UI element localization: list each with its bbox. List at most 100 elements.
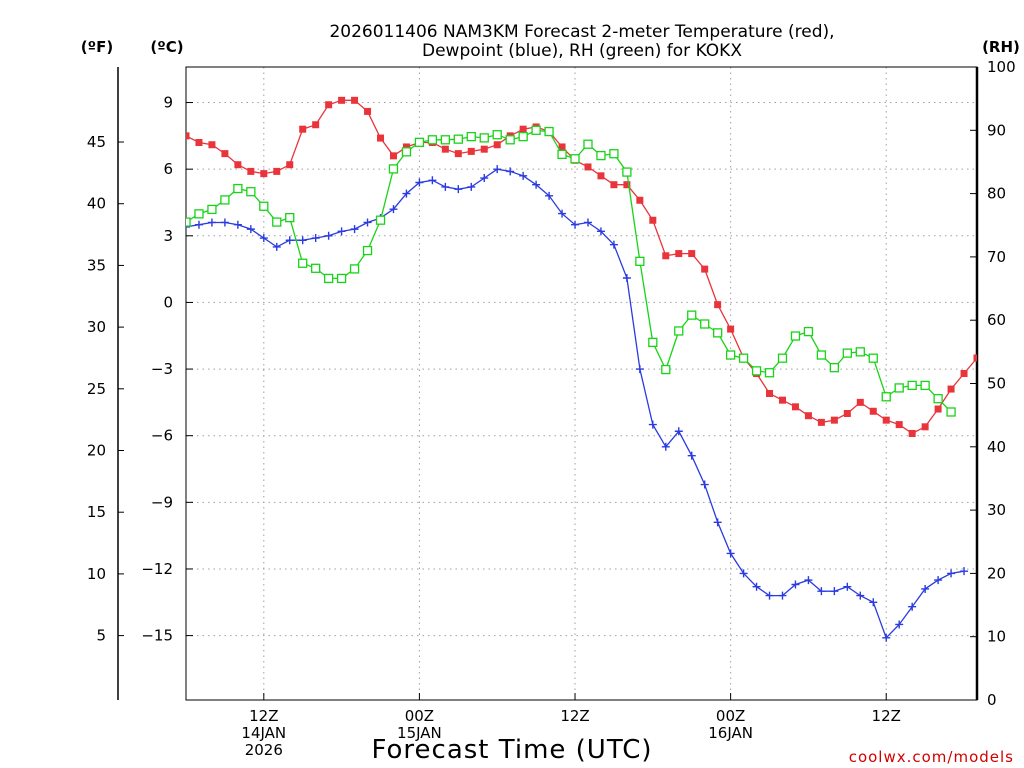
dewpoint-point bbox=[493, 165, 502, 174]
dewpoint-point bbox=[428, 176, 437, 185]
rh-tick-label: 40 bbox=[987, 438, 1006, 456]
dewpoint-point bbox=[402, 189, 411, 198]
dewpoint-point bbox=[726, 549, 735, 558]
x-tick-label: 16JAN bbox=[708, 724, 753, 742]
dewpoint-point bbox=[194, 220, 203, 229]
celsius-tick-label: 6 bbox=[163, 160, 173, 178]
rh-tick-label: 60 bbox=[987, 311, 1006, 329]
temperature-point bbox=[623, 181, 631, 189]
rh-point bbox=[557, 149, 567, 160]
rh-point bbox=[388, 164, 399, 174]
temperature-point bbox=[675, 250, 683, 258]
rh-point bbox=[648, 337, 658, 348]
temperature-point bbox=[597, 172, 605, 180]
celsius-tick-label: 9 bbox=[163, 94, 173, 112]
temperature-point bbox=[186, 132, 190, 140]
temperature-point bbox=[701, 265, 709, 273]
dewpoint-point bbox=[713, 518, 722, 527]
rh-point bbox=[674, 326, 684, 336]
temperature-point bbox=[947, 385, 955, 393]
rh-point bbox=[336, 273, 347, 284]
rh-tick-label: 100 bbox=[987, 58, 1016, 76]
rh-point bbox=[687, 310, 697, 320]
dewpoint-point bbox=[545, 191, 554, 200]
dewpoint-point bbox=[869, 598, 878, 607]
x-axis-label: Forecast Time (UTC) bbox=[371, 735, 652, 765]
rh-point bbox=[298, 258, 308, 268]
rh-point bbox=[518, 131, 528, 142]
temperature-point bbox=[351, 96, 359, 104]
celsius-tick-label: −15 bbox=[141, 627, 173, 645]
rh-point bbox=[946, 407, 956, 417]
rh-point bbox=[285, 213, 295, 223]
plot-frame bbox=[185, 66, 978, 701]
rh-tick-label: 80 bbox=[987, 185, 1006, 203]
temperature-point bbox=[960, 370, 968, 378]
dewpoint-point bbox=[921, 584, 930, 593]
dewpoint-point bbox=[596, 227, 605, 236]
series-dewpoint bbox=[186, 165, 969, 642]
fahrenheit-tick-label: 20 bbox=[87, 442, 106, 460]
rh-point bbox=[803, 326, 814, 337]
rh-point bbox=[440, 135, 450, 145]
dewpoint-point bbox=[843, 582, 852, 591]
celsius-unit-label: (ºC) bbox=[150, 38, 183, 56]
temperature-point bbox=[610, 181, 618, 189]
rh-tick-label: 50 bbox=[987, 375, 1006, 393]
dewpoint-point bbox=[207, 218, 216, 227]
temperature-point bbox=[325, 101, 333, 109]
rh-point bbox=[881, 392, 891, 402]
temperature-point bbox=[389, 152, 397, 160]
rh-point bbox=[790, 331, 801, 341]
rh-tick-label: 0 bbox=[987, 691, 997, 709]
rh-point bbox=[894, 383, 904, 393]
fahrenheit-tick-label: 35 bbox=[87, 256, 106, 274]
temperature-point bbox=[312, 121, 320, 129]
rh-point bbox=[829, 363, 840, 373]
temperature-point bbox=[817, 418, 825, 426]
dewpoint-point bbox=[739, 569, 748, 578]
dewpoint-point bbox=[583, 218, 592, 227]
grid-lines bbox=[186, 67, 977, 700]
rh-point bbox=[311, 263, 321, 273]
rh-point bbox=[635, 256, 645, 266]
dewpoint-point bbox=[765, 591, 774, 600]
x-tick-label: 12Z bbox=[872, 707, 901, 725]
rh-tick-label: 70 bbox=[987, 248, 1006, 266]
x-tick-label: 2026 bbox=[245, 741, 283, 759]
rh-point bbox=[220, 195, 230, 205]
fahrenheit-tick-label: 15 bbox=[87, 503, 106, 521]
temperature-point bbox=[338, 96, 346, 104]
fahrenheit-tick-label: 30 bbox=[87, 318, 106, 336]
rh-point bbox=[907, 380, 917, 391]
rh-point bbox=[362, 245, 373, 256]
celsius-tick-label: 3 bbox=[163, 227, 173, 245]
temperature-point bbox=[195, 139, 203, 147]
temperature-point bbox=[714, 301, 722, 309]
temperature-point bbox=[480, 145, 488, 153]
temperature-point bbox=[830, 416, 838, 424]
temperature-point bbox=[921, 423, 929, 431]
temperature-point bbox=[208, 141, 216, 149]
rh-point bbox=[725, 350, 736, 360]
dewpoint-point bbox=[558, 209, 567, 218]
rh-point bbox=[375, 215, 386, 225]
rh-point bbox=[349, 264, 360, 274]
rh-unit-label: (RH) bbox=[982, 38, 1020, 56]
dewpoint-point bbox=[752, 582, 761, 591]
dewpoint-point bbox=[791, 580, 800, 589]
temperature-point bbox=[778, 396, 786, 404]
x-tick-label: 12Z bbox=[560, 707, 589, 725]
temperature-point bbox=[973, 354, 977, 362]
rh-point bbox=[596, 150, 606, 161]
rh-point bbox=[713, 328, 723, 338]
fahrenheit-tick-label: 5 bbox=[96, 627, 106, 645]
temperature-point bbox=[377, 134, 385, 142]
rh-point bbox=[505, 135, 515, 145]
dewpoint-point bbox=[285, 236, 294, 245]
celsius-tick-label: −9 bbox=[151, 493, 173, 511]
rh-tick-label: 30 bbox=[987, 501, 1006, 519]
rh-point bbox=[453, 134, 463, 144]
